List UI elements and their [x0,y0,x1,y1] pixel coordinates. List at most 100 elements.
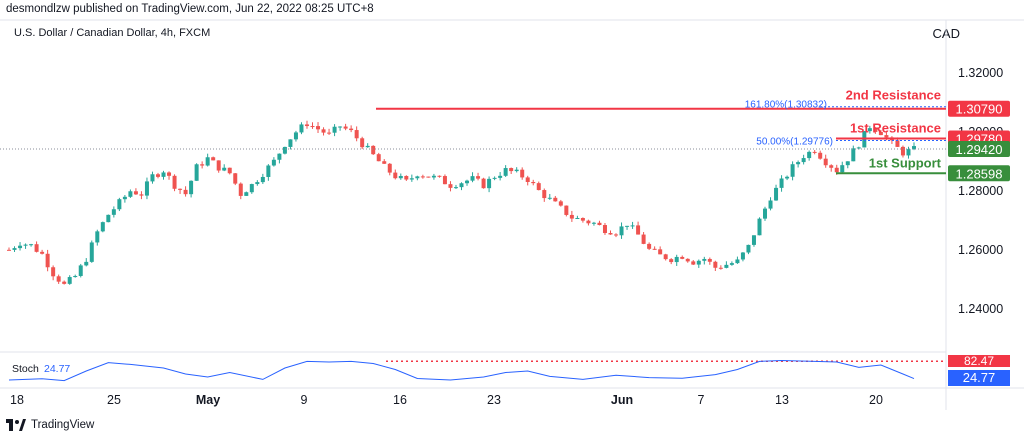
resistance-2-price-tag-bg [948,100,1010,117]
y-tick-label: 1.32000 [958,66,1003,80]
candle-body [840,165,845,173]
candle-body [233,173,238,184]
candle-body [823,158,828,166]
candle-body [338,126,343,128]
candle-body [514,169,519,172]
candle-body [144,181,149,196]
candle-body [614,234,619,236]
candle-body [40,251,45,254]
candle-body [122,196,127,200]
candle-body [702,258,707,261]
candle-body [729,263,734,265]
candle-body [155,174,160,177]
x-tick-label: 20 [869,393,883,407]
candle-body [133,191,138,195]
candle-body [183,189,188,195]
resistance-1-label: 1st Resistance [850,120,941,135]
x-tick-label: 25 [107,393,121,407]
tradingview-logo-icon [6,419,26,431]
candle-body [78,265,83,276]
candle-body [426,176,431,178]
candle-body [67,277,72,284]
candle-body [713,261,718,268]
candle-body [376,154,381,162]
candle-body [834,167,839,173]
candle-body [658,249,663,255]
candle-body [349,128,354,131]
candle-body [735,259,740,264]
support-1-price-tag-bg [948,165,1010,182]
candle-body [547,197,552,199]
candle-body [746,244,751,253]
candle-body [222,167,227,171]
candle-body [56,276,61,282]
candle-body [525,177,530,182]
candle-body [51,267,56,277]
candle-body [111,209,116,215]
x-tick-label: May [196,393,220,407]
candle-body [542,190,547,199]
candle-body [492,177,497,179]
candle-body [845,161,850,166]
candle-body [873,128,878,132]
candle-body [520,169,525,178]
candle-body [244,192,249,196]
candle-body [724,264,729,268]
x-tick-label: 13 [775,393,789,407]
resistance-2-label: 2nd Resistance [846,88,941,103]
candle-body [255,182,260,185]
candle-body [29,244,34,246]
candle-body [602,225,607,234]
stoch-upper-tag: 82.47 [964,354,994,368]
candle-body [409,178,414,180]
candle-body [189,180,194,195]
candle-body [498,175,503,178]
candle-body [586,220,591,224]
candle-body [652,248,657,250]
candle-body [178,188,183,190]
candle-body [62,281,67,284]
candle-body [100,222,105,232]
candle-body [569,214,574,219]
candle-body [34,244,39,252]
candle-body [707,258,712,262]
candle-body [801,158,806,163]
candle-body [564,205,569,215]
candle-body [299,124,304,133]
candle-body [266,165,271,177]
fib-50-label: 50.00%(1.29776) [756,136,833,147]
candle-body [900,146,905,156]
candle-body [332,126,337,133]
candle-body [194,164,199,181]
candle-body [487,178,492,189]
candle-body [404,175,409,180]
current-price-tag: 1.29420 [956,142,1003,157]
candle-body [476,176,481,179]
candle-body [774,187,779,201]
candle-body [282,146,287,154]
candle-body [7,249,11,251]
symbol-title: U.S. Dollar / Canadian Dollar, 4h, FXCM [14,27,211,39]
candle-body [641,234,646,244]
x-tick-label: 16 [393,393,407,407]
candle-body [89,242,94,262]
tradingview-footer[interactable]: TradingView [6,419,94,431]
candle-body [481,178,486,189]
candle-body [128,191,133,197]
candle-body [912,146,916,150]
candle-body [636,225,641,235]
candle-body [740,252,745,260]
candle-body [327,132,332,134]
candle-body [448,184,453,188]
tradingview-brand: TradingView [31,419,95,431]
candle-body [763,208,768,219]
candle-body [619,226,624,236]
candle-body [680,256,685,259]
candle-body [470,176,475,181]
stoch-value-tag-bg [948,370,1010,386]
x-tick-label: 7 [698,393,705,407]
candle-body [216,160,221,171]
candle-body [895,140,900,147]
candle-body [288,139,293,147]
